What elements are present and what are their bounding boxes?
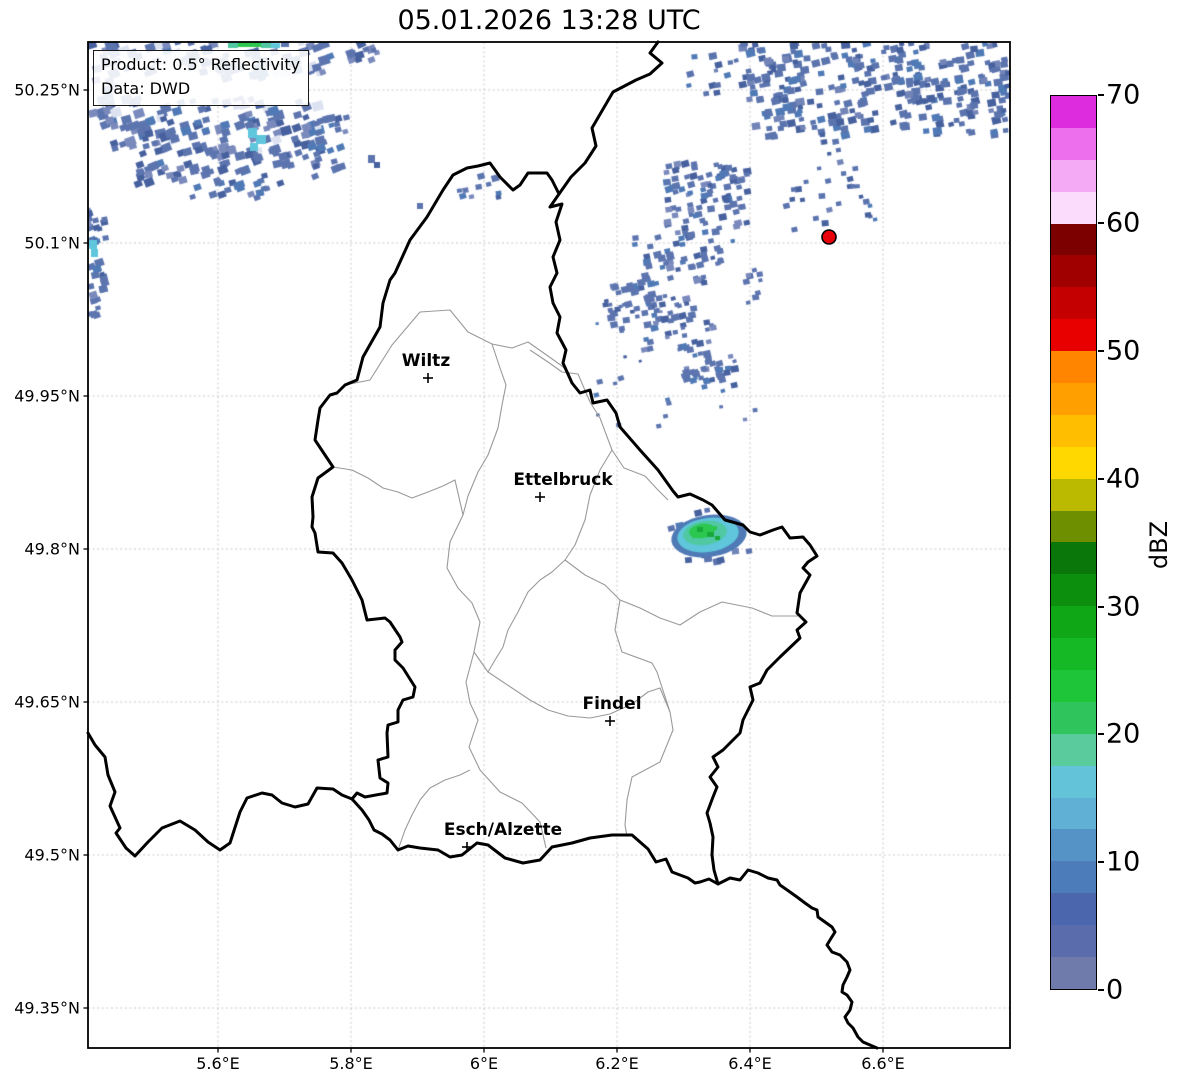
city-marker-cross-icon (462, 842, 472, 852)
city-marker-cross-icon (605, 716, 615, 726)
colorbar-segment (1051, 159, 1096, 192)
canton-border (529, 349, 669, 501)
colorbar-segment (1051, 925, 1096, 958)
colorbar-tick-label-4: 40 (1106, 463, 1141, 495)
city-label-findel: Findel (582, 694, 642, 714)
city-label-wiltz: Wiltz (401, 351, 451, 371)
colorbar-segment (1051, 733, 1096, 766)
x-tick-label-5: 6.6°E (861, 1054, 905, 1073)
colorbar-segment (1051, 861, 1096, 894)
colorbar-tick-mark (1098, 350, 1104, 352)
city-marker-cross-icon (535, 492, 545, 502)
colorbar-segment (1051, 701, 1096, 734)
canton-border (446, 343, 547, 849)
colorbar-segment (1051, 638, 1096, 671)
colorbar-tick-mark (1098, 478, 1104, 480)
colorbar-tick-label-1: 10 (1106, 846, 1141, 878)
y-tick-label-5: 49.5°N (24, 845, 80, 865)
product-info-box: Product: 0.5° Reflectivity Data: DWD (93, 50, 310, 106)
colorbar-tick-label-6: 60 (1106, 207, 1141, 239)
canton-border (344, 309, 571, 386)
product-line: Product: 0.5° Reflectivity (101, 55, 301, 74)
colorbar-segment (1051, 446, 1096, 479)
colorbar-segment (1051, 765, 1096, 798)
colorbar-tick-mark (1098, 222, 1104, 224)
colorbar-segment (1051, 574, 1096, 607)
canton-border (614, 599, 674, 837)
colorbar-segment (1051, 351, 1096, 384)
colorbar (1050, 95, 1097, 990)
colorbar-tick-mark (1098, 861, 1104, 863)
colorbar-tick-label-5: 50 (1106, 335, 1141, 367)
x-tick-label-0: 5.6°E (196, 1054, 240, 1073)
colorbar-segment (1051, 383, 1096, 415)
y-tick-label-0: 50.25°N (14, 80, 80, 100)
colorbar-segment (1051, 478, 1096, 511)
x-tick-label-4: 6.4°E (728, 1054, 772, 1073)
colorbar-tick-mark (1098, 606, 1104, 608)
colorbar-segment (1051, 414, 1096, 447)
colorbar-tick-label-3: 30 (1106, 591, 1141, 623)
colorbar-segment (1051, 670, 1096, 702)
x-tick-label-1: 5.8°E (329, 1054, 373, 1073)
canton-border (564, 559, 798, 626)
city-label-esch-alzette: Esch/Alzette (443, 820, 563, 840)
data-source-line: Data: DWD (101, 79, 191, 98)
country-border (716, 868, 879, 1050)
country-border (557, 40, 664, 196)
colorbar-tick-label-2: 20 (1106, 718, 1141, 750)
colorbar-segment (1051, 957, 1096, 989)
colorbar-tick-mark (1098, 733, 1104, 735)
colorbar-segment (1051, 893, 1096, 926)
city-label-ettelbruck: Ettelbruck (513, 470, 613, 490)
colorbar-segment (1051, 606, 1096, 639)
colorbar-segment (1051, 287, 1096, 320)
radar-location-dot (821, 229, 837, 245)
page-title: 05.01.2026 13:28 UTC (397, 5, 701, 36)
colorbar-segment (1051, 255, 1096, 288)
canton-border (487, 671, 671, 719)
colorbar-segment (1051, 542, 1096, 575)
colorbar-tick-mark (1098, 989, 1104, 991)
y-tick-label-2: 49.95°N (14, 386, 80, 406)
colorbar-segment (1051, 797, 1096, 830)
colorbar-segment (1051, 127, 1096, 160)
colorbar-tick-label-7: 70 (1106, 79, 1141, 111)
y-tick-label-6: 49.35°N (14, 998, 80, 1018)
colorbar-segment (1051, 223, 1096, 256)
x-tick-label-3: 6.2°E (595, 1054, 639, 1073)
y-tick-label-4: 49.65°N (14, 692, 80, 712)
colorbar-tick-mark (1098, 94, 1104, 96)
plot-frame (87, 41, 1011, 1049)
canton-border (332, 466, 464, 516)
canton-border (397, 769, 471, 851)
country-border (86, 731, 354, 858)
colorbar-segment (1051, 191, 1096, 224)
colorbar-segment (1051, 96, 1096, 128)
country-border (310, 161, 819, 886)
y-tick-label-1: 50.1°N (24, 233, 80, 253)
colorbar-segment (1051, 829, 1096, 862)
canton-border (473, 449, 613, 673)
y-tick-label-3: 49.8°N (24, 539, 80, 559)
x-tick-label-2: 6°E (469, 1054, 499, 1073)
colorbar-unit-label: dBZ (1145, 520, 1173, 570)
city-marker-cross-icon (423, 373, 433, 383)
colorbar-tick-label-0: 0 (1106, 974, 1124, 1006)
colorbar-segment (1051, 510, 1096, 543)
colorbar-segment (1051, 319, 1096, 352)
